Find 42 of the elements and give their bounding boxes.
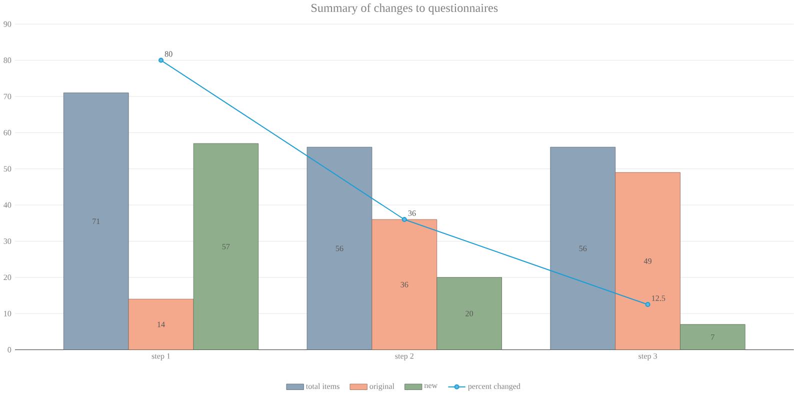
y-tick-label: 50 [4,166,12,172]
x-tick-label: step 3 [638,353,657,360]
y-tick-label: 0 [8,346,12,352]
legend-label: total items [306,383,340,389]
point [402,216,407,222]
legend-label: new [424,384,438,388]
data-label: 80 [164,51,172,56]
bar [372,219,438,350]
bar [128,298,194,350]
y-tick-label: 20 [4,274,12,280]
bar [680,324,746,350]
x-tick-label: step 1 [152,353,170,360]
data-label: 20 [466,310,474,316]
y-tick-label: 90 [4,21,12,27]
legend-label: original [370,383,394,390]
x-tick-label: step 2 [395,353,414,360]
data-label: 14 [158,322,165,327]
y-tick-label: 60 [4,130,12,136]
point [158,58,164,63]
data-label: 49 [644,258,652,264]
chart-title: Summary of changes to questionnaires [312,3,498,14]
y-tick-label: 30 [4,238,12,244]
data-label: 7 [711,334,714,340]
y-tick-label: 40 [4,202,12,208]
data-label: 36 [400,282,408,288]
bar [436,276,502,350]
data-label: 56 [336,246,344,251]
point [645,302,650,307]
bar [63,92,129,350]
y-tick-label: 80 [4,57,12,63]
y-tick-label: 10 [4,310,12,316]
data-label: 71 [92,218,100,224]
bar [306,146,372,350]
legend-label: percent changed [468,383,520,390]
data-label: 36 [408,210,416,216]
data-label: 56 [579,246,587,251]
bar [550,146,616,350]
bar [615,172,680,350]
data-label: 12.5 [652,295,666,301]
bar [193,143,259,350]
y-tick-label: 70 [4,94,12,99]
data-label: 57 [222,244,230,250]
